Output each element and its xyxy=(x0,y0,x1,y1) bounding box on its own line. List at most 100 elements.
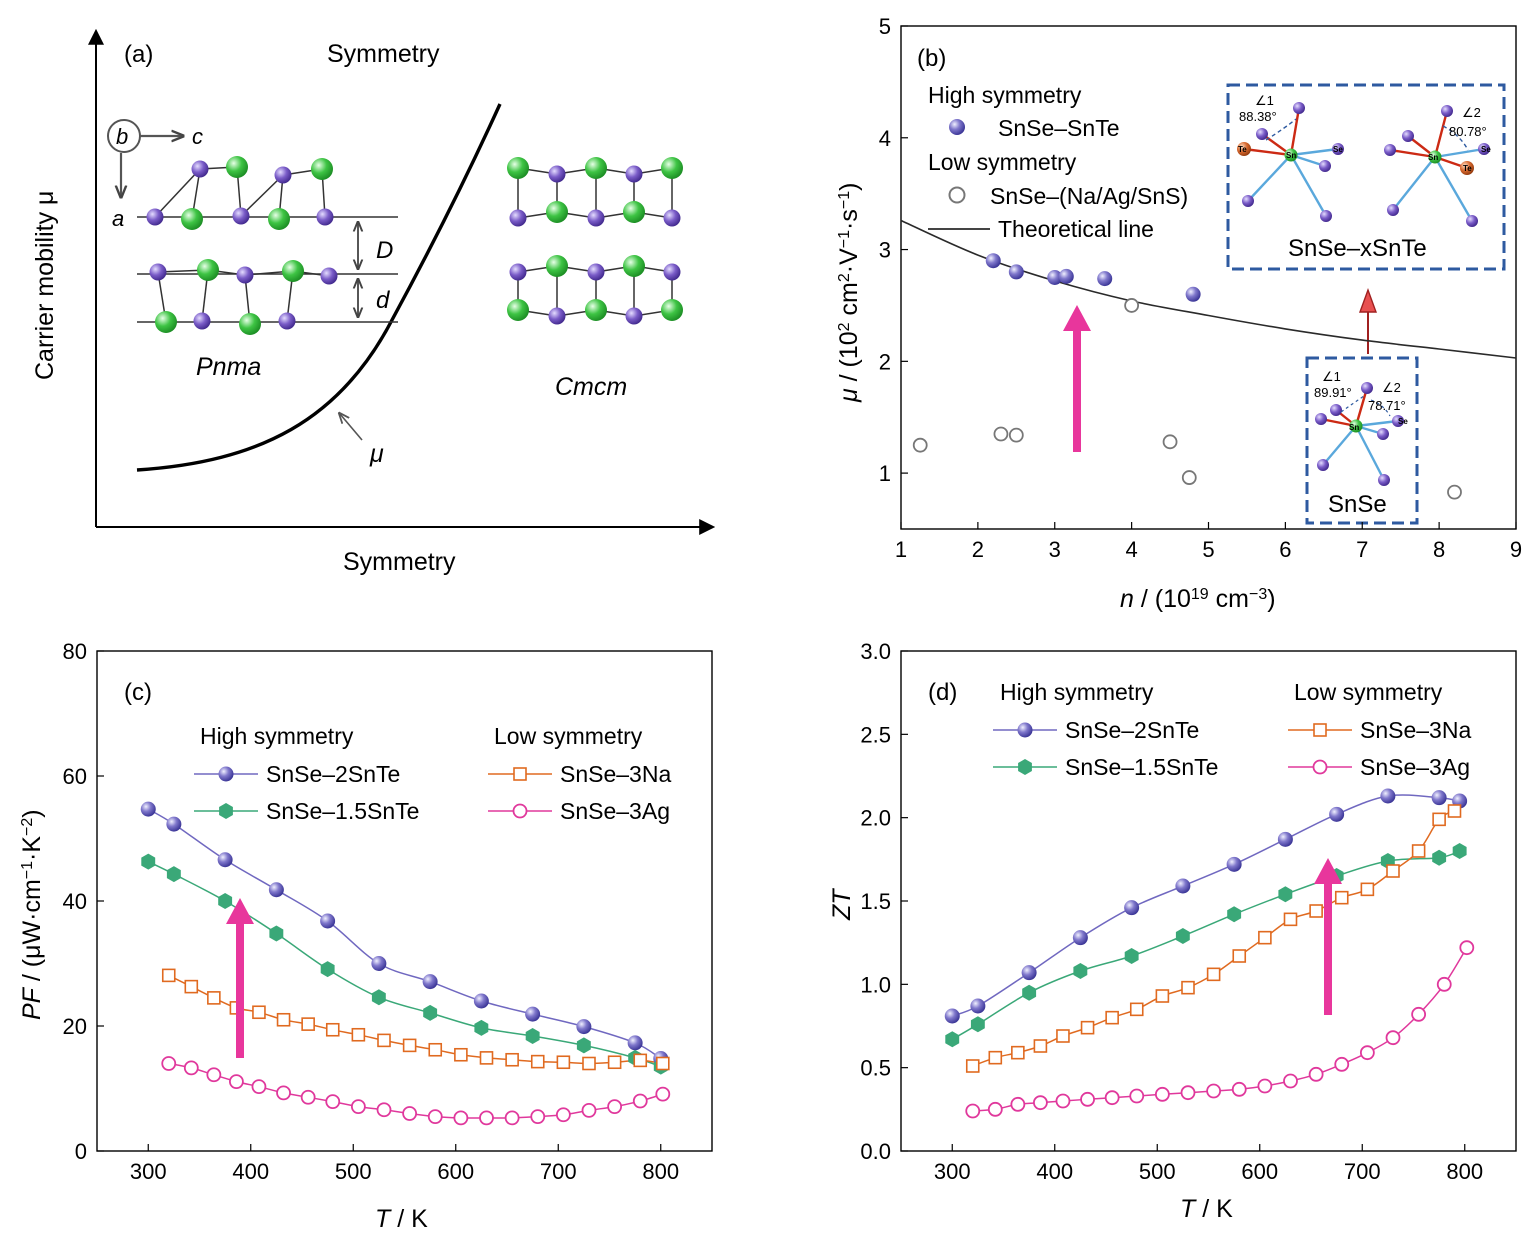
series-1-point xyxy=(627,1035,643,1051)
y-tick-label: 3 xyxy=(879,238,891,263)
series-4-point xyxy=(530,1109,546,1125)
sn-atom-icon xyxy=(1428,150,1442,164)
series-2-point xyxy=(1175,928,1190,944)
series-4-point xyxy=(607,1099,623,1115)
coordination-bond xyxy=(1433,110,1449,158)
se-atom-icon xyxy=(146,208,164,226)
axis-c-label: c xyxy=(192,124,203,149)
legend-d-low-header: Low symmetry xyxy=(1294,679,1443,705)
series-4-point xyxy=(1334,1056,1350,1072)
legend-label: SnSe–3Na xyxy=(1360,717,1471,743)
series-2-point xyxy=(320,961,335,978)
series-4-point xyxy=(1129,1088,1145,1104)
se-atom-icon xyxy=(1256,128,1268,140)
angle2-arc-icon xyxy=(1370,399,1391,417)
series-2-point xyxy=(1227,906,1242,923)
enhancement-arrow-icon xyxy=(226,898,254,1058)
series-1-point xyxy=(1175,878,1191,894)
series-3-point xyxy=(1309,904,1323,918)
se-atom-icon xyxy=(1319,160,1331,172)
mu-pointer-arrow xyxy=(340,414,363,441)
se-atom-icon xyxy=(1384,144,1396,156)
legend-marker xyxy=(218,766,234,782)
se-atom-icon xyxy=(625,165,643,183)
se-atom-icon xyxy=(1478,143,1490,155)
series-3-point xyxy=(161,968,176,983)
series-1-point xyxy=(320,913,336,929)
y-tick-label: 0 xyxy=(75,1139,87,1164)
x-tick-label: 300 xyxy=(934,1159,971,1184)
legend-label: SnSe–2SnTe xyxy=(1065,717,1199,743)
legend-b-low: Low symmetry xyxy=(928,149,1077,175)
series-4-point xyxy=(965,1103,981,1119)
series-4-point xyxy=(300,1089,316,1105)
se-atom-icon xyxy=(1392,415,1404,427)
series-3-point xyxy=(556,1055,571,1070)
series-1-point xyxy=(1277,831,1293,847)
series-2-point xyxy=(576,1037,591,1054)
series-3-point xyxy=(1432,812,1446,827)
x-tick-label: 700 xyxy=(540,1159,577,1184)
series-2-point xyxy=(1022,984,1037,1001)
series-3-point xyxy=(377,1033,391,1048)
se-atom-icon xyxy=(548,307,566,325)
inset-top-angle1: ∠1 xyxy=(1255,93,1274,108)
series-4-point xyxy=(402,1106,418,1121)
te-atom-icon xyxy=(1460,161,1474,175)
high-symmetry-point xyxy=(985,253,1001,269)
series-3-point xyxy=(276,1012,291,1027)
series-4-point xyxy=(1436,976,1452,992)
series-2-point xyxy=(269,925,284,942)
series-2-point xyxy=(945,1031,960,1048)
series-3-point xyxy=(479,1051,494,1065)
series-4-point xyxy=(1010,1096,1026,1112)
legend-b-high: High symmetry xyxy=(928,82,1082,108)
se-atom-icon xyxy=(1378,474,1390,486)
sn-atom-icon xyxy=(282,260,304,282)
bond xyxy=(240,174,284,217)
y-tick-label: 0.0 xyxy=(860,1139,891,1164)
legend-marker xyxy=(1017,722,1033,738)
series-1-point xyxy=(1021,965,1037,981)
low-symmetry-point xyxy=(1008,427,1024,443)
legend-marker xyxy=(1312,759,1328,775)
series-3-point xyxy=(1206,967,1221,982)
panel-b-label: (b) xyxy=(917,45,946,72)
x-tick-label: 400 xyxy=(232,1159,269,1184)
high-symmetry-point xyxy=(1185,286,1201,302)
inset-top-angle2-value: 80.78° xyxy=(1449,124,1487,139)
x-tick-label: 800 xyxy=(1446,1159,1483,1184)
high-symmetry-point xyxy=(1058,268,1074,284)
series-4-point xyxy=(161,1056,177,1071)
series-1-line xyxy=(952,794,1460,1017)
series-4-point xyxy=(1055,1093,1071,1109)
series-3-point xyxy=(1232,949,1247,963)
mobility-curve-icon xyxy=(136,103,502,472)
legend-label: SnSe–1.5SnTe xyxy=(266,798,419,824)
series-1-point xyxy=(1380,788,1396,804)
se-atom-icon xyxy=(1377,428,1389,440)
panel-a: (a) Symmetry Symmetry Carrier mobility μ… xyxy=(31,28,716,576)
series-1-point xyxy=(970,998,986,1014)
series-3-point xyxy=(1155,989,1170,1003)
series-3-line xyxy=(972,810,1455,1067)
series-3-point xyxy=(1258,930,1272,945)
series-3-point xyxy=(325,1022,340,1037)
inset-top-sn2: Sn xyxy=(1428,153,1438,162)
series-3-point xyxy=(1360,882,1375,897)
panel-d: (d) T / K ZT High symmetry Low symmetry … xyxy=(828,639,1517,1223)
series-4-point xyxy=(581,1102,597,1118)
series-2-point xyxy=(423,1004,438,1021)
legend-b-theory: Theoretical line xyxy=(998,216,1154,242)
series-4-point xyxy=(1231,1081,1247,1097)
series-1-point xyxy=(473,993,489,1009)
inset-snse-xsnte-structure xyxy=(1237,102,1490,227)
se-atom-icon xyxy=(274,166,292,184)
series-2-point xyxy=(371,989,386,1006)
se-atom-icon xyxy=(663,263,681,281)
x-tick-label: 300 xyxy=(130,1159,167,1184)
panel-a-ylabel: Carrier mobility μ xyxy=(31,191,59,380)
coordination-bond xyxy=(1289,154,1328,217)
inset-snse-structure xyxy=(1315,382,1404,486)
se-atom-icon xyxy=(1242,195,1254,207)
